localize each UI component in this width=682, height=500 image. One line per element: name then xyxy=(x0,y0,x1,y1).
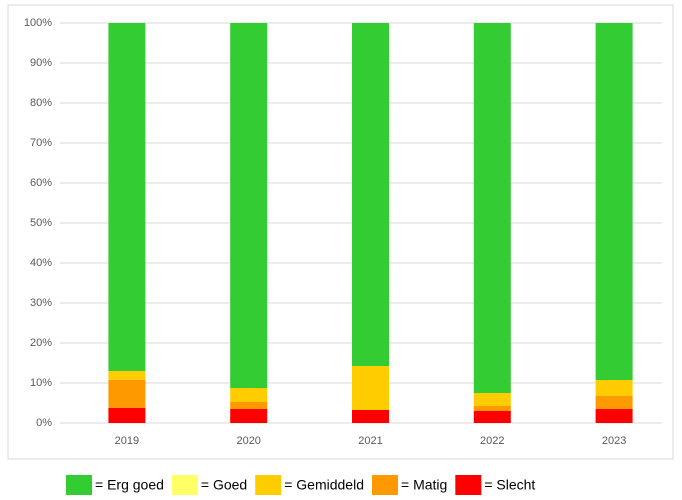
y-tick-label: 70% xyxy=(30,137,52,149)
legend-label: = Gemiddeld xyxy=(284,477,364,493)
chart-border xyxy=(7,4,674,460)
y-tick-label: 50% xyxy=(30,217,52,229)
bar-segment xyxy=(108,23,146,371)
y-tick-label: 60% xyxy=(30,177,52,189)
y-tick-label: 90% xyxy=(30,57,52,69)
legend-swatch xyxy=(372,475,398,495)
bar-segment xyxy=(230,23,268,388)
bar-segment xyxy=(108,407,146,423)
bar-segment xyxy=(473,23,511,393)
bar-segment xyxy=(352,23,389,366)
y-tick-label: 80% xyxy=(30,97,52,109)
bar-segment xyxy=(230,402,268,409)
bar-segment xyxy=(230,409,268,423)
legend-label: = Matig xyxy=(401,477,447,493)
x-tick-label: 2023 xyxy=(602,435,626,447)
y-tick-label: 40% xyxy=(30,257,52,269)
bar-segment xyxy=(473,393,511,406)
bar-segment xyxy=(230,388,268,402)
bar-segment xyxy=(108,371,146,380)
bar-segment xyxy=(352,366,389,410)
legend-swatch xyxy=(171,475,198,495)
bar-segment xyxy=(595,380,633,396)
y-tick-label: 10% xyxy=(30,377,52,389)
bar-segment xyxy=(595,23,633,380)
x-tick-label: 2022 xyxy=(480,435,504,447)
legend-swatch xyxy=(455,475,482,495)
y-tick-label: 20% xyxy=(30,337,52,349)
x-tick-label: 2019 xyxy=(115,435,139,447)
bar-segment xyxy=(473,411,511,423)
bar-segment xyxy=(473,406,511,411)
bar-segment xyxy=(595,396,633,409)
x-tick-label: 2020 xyxy=(236,435,260,447)
legend-label: = Erg goed xyxy=(95,477,164,493)
legend-label: = Goed xyxy=(201,477,247,493)
bar-segment xyxy=(595,409,633,423)
y-tick-label: 0% xyxy=(36,417,52,429)
y-tick-label: 30% xyxy=(30,297,52,309)
legend-swatch xyxy=(255,475,282,495)
legend-label: = Slecht xyxy=(484,477,535,493)
y-tick-label: 100% xyxy=(24,17,52,29)
legend-swatch xyxy=(66,475,92,495)
x-tick-label: 2021 xyxy=(358,435,382,447)
bar-segment xyxy=(108,379,146,408)
bar-segment xyxy=(352,410,389,423)
